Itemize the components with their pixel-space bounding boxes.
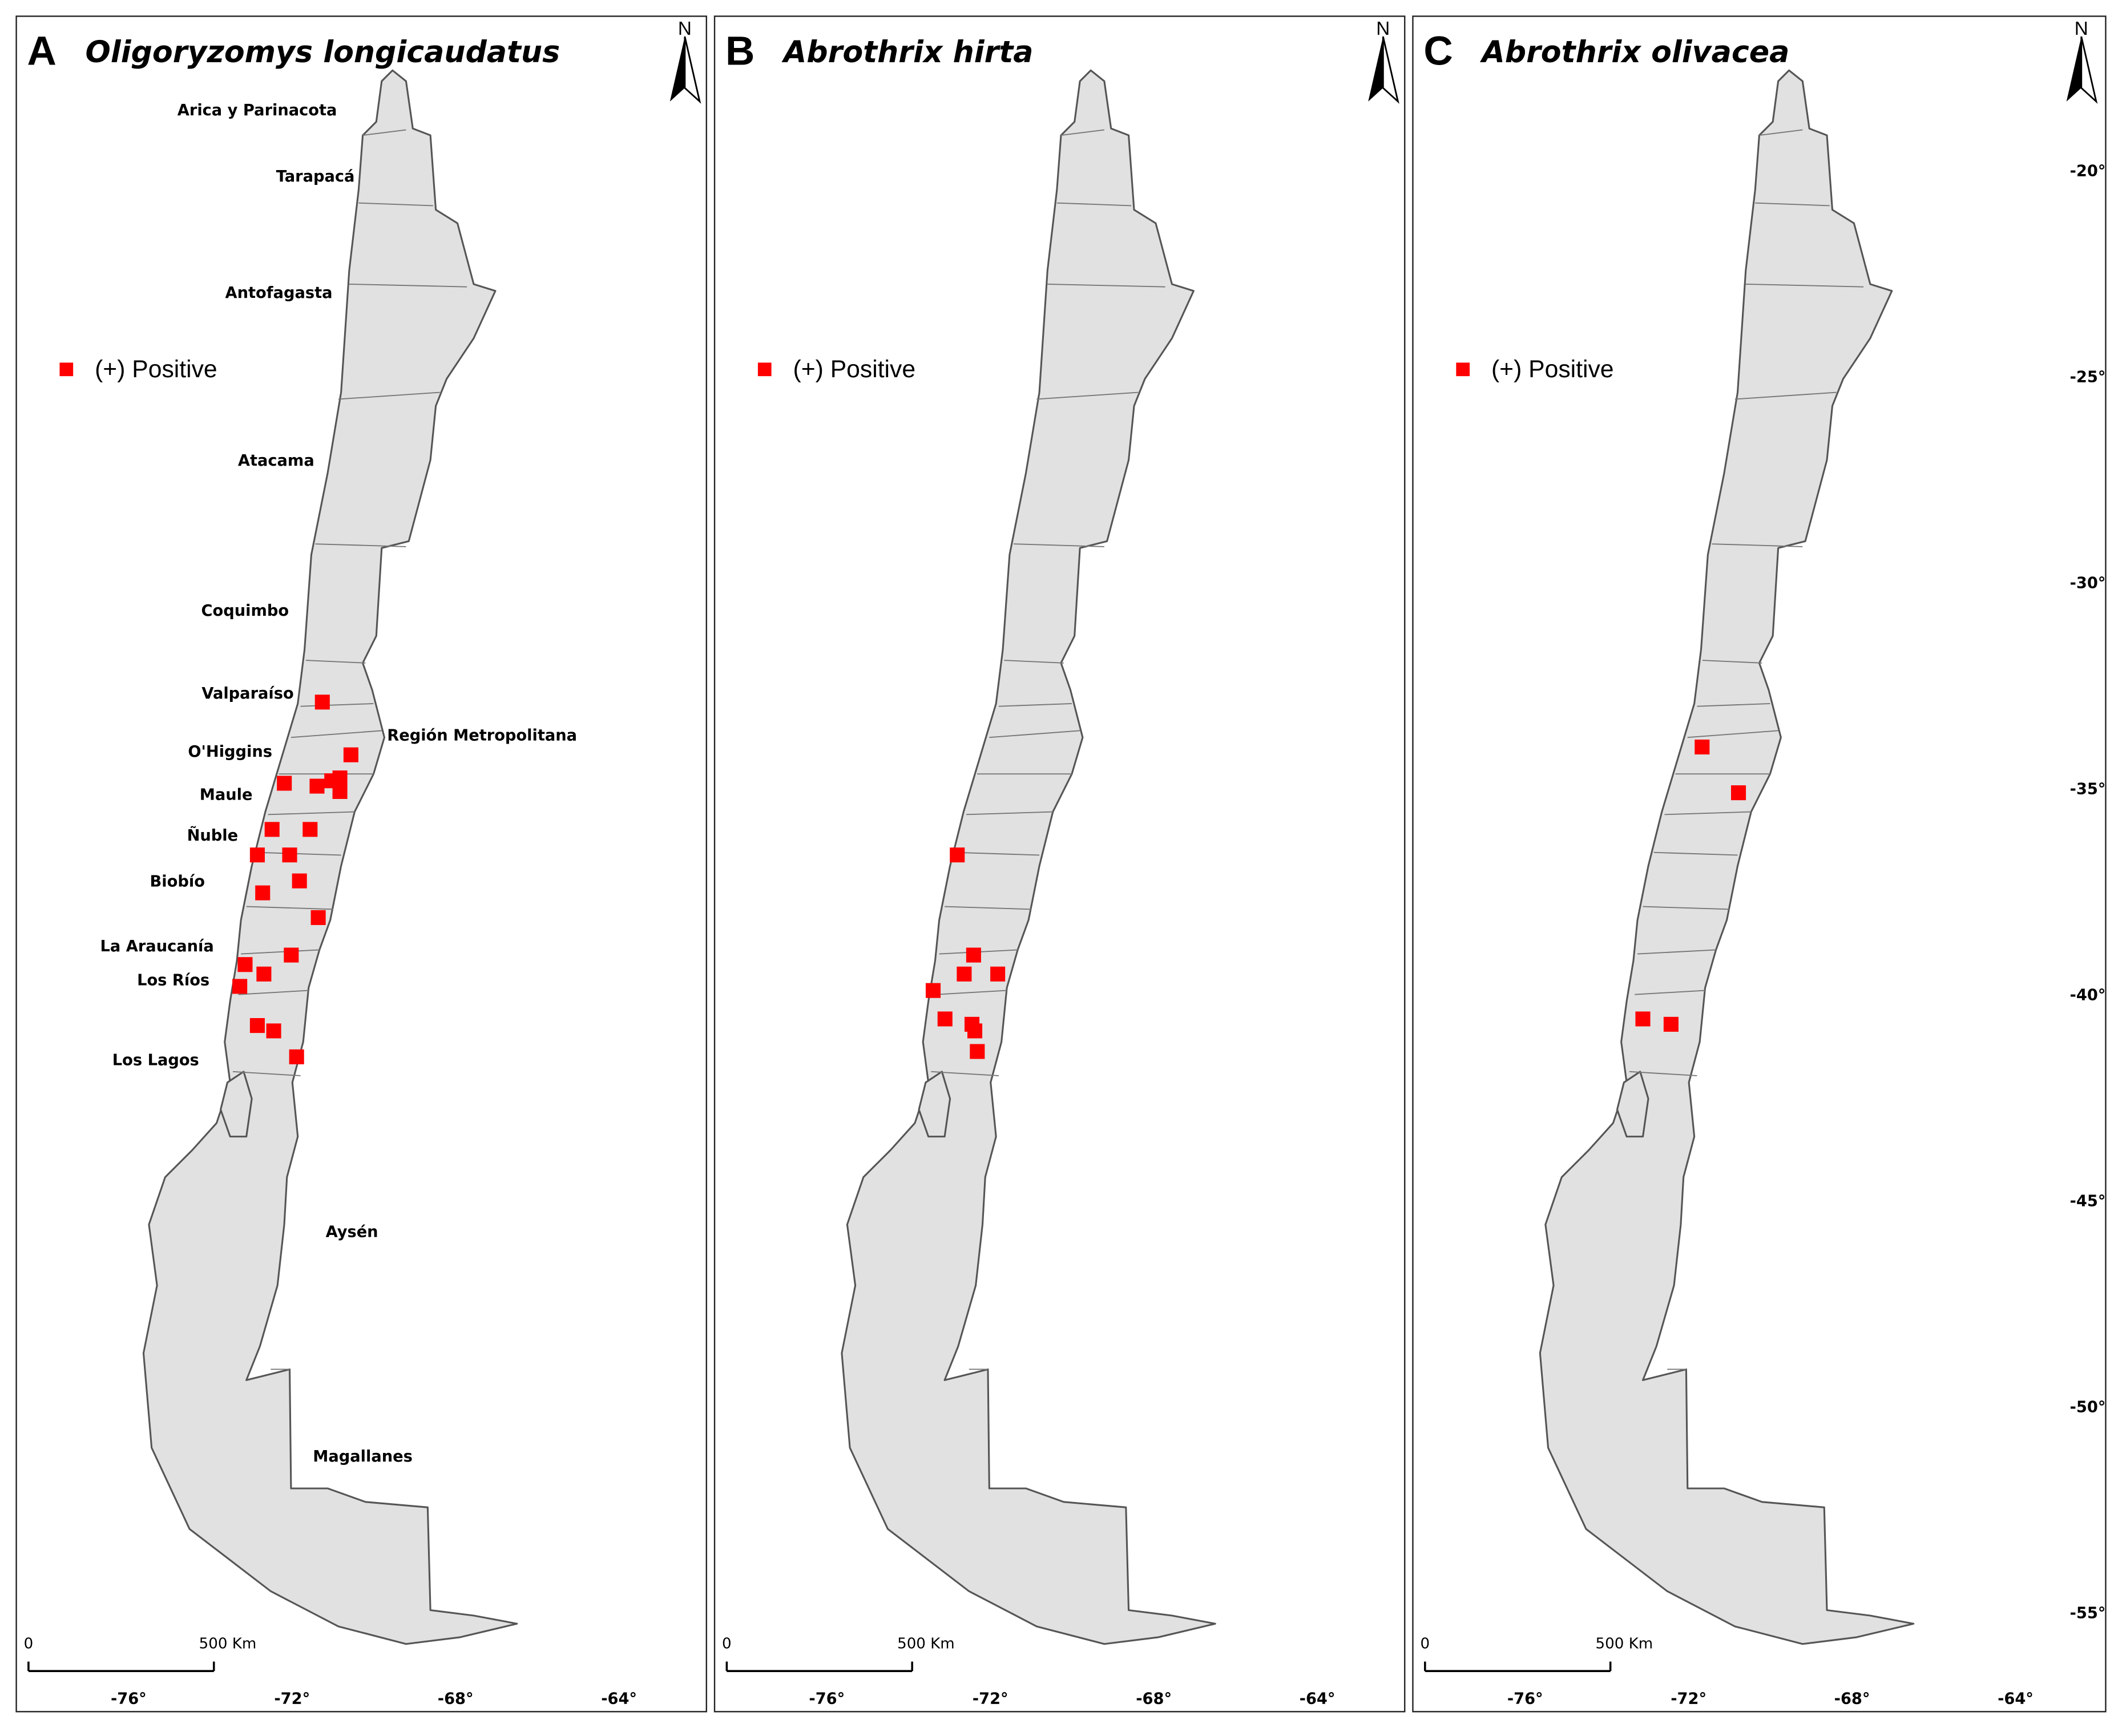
positive-site bbox=[256, 966, 272, 982]
north-label: N bbox=[1376, 18, 1390, 39]
positive-site bbox=[343, 747, 358, 762]
lon-tick-label: -68° bbox=[438, 1690, 474, 1707]
positive-site bbox=[309, 778, 325, 794]
lat-tick-label: -25° bbox=[2070, 369, 2106, 386]
region-label: Los Lagos bbox=[112, 1051, 199, 1069]
lat-tick-label: -50° bbox=[2070, 1399, 2106, 1416]
lon-tick-label: -72° bbox=[274, 1690, 310, 1707]
positive-site bbox=[937, 1011, 953, 1027]
region-label: Valparaíso bbox=[201, 685, 293, 703]
positive-site bbox=[332, 784, 348, 800]
legend-marker bbox=[59, 362, 74, 377]
region-label: Ñuble bbox=[187, 826, 239, 845]
lon-tick-label: -76° bbox=[1507, 1690, 1543, 1707]
lon-tick-label: -64° bbox=[1300, 1690, 1336, 1707]
region-label: Región Metropolitana bbox=[387, 726, 577, 744]
legend-label: (+) Positive bbox=[95, 356, 217, 383]
positive-site bbox=[967, 1023, 983, 1039]
scale-label: 0 bbox=[1421, 1635, 1430, 1652]
scale-label: 500 Km bbox=[199, 1635, 257, 1652]
region-label: Biobío bbox=[150, 873, 205, 890]
map-panel: A Oligoryzomys longicaudatus N (+) Positive… bbox=[15, 15, 707, 1713]
scale-label: 500 Km bbox=[1596, 1635, 1653, 1652]
legend-label: (+) Positive bbox=[793, 356, 916, 383]
positive-site bbox=[232, 979, 248, 994]
positive-site bbox=[925, 983, 941, 998]
lat-tick-label: -55° bbox=[2070, 1605, 2106, 1622]
positive-site bbox=[1635, 1011, 1651, 1027]
legend-marker bbox=[757, 362, 772, 377]
positive-site bbox=[332, 770, 348, 786]
positive-site bbox=[249, 847, 265, 863]
map-panel: C Abrothrix olivacea N (+) Positive 0 500 Km -… bbox=[1412, 15, 2107, 1713]
positive-site bbox=[292, 873, 307, 889]
region-label: Coquimbo bbox=[201, 602, 289, 620]
positive-site bbox=[284, 947, 299, 963]
positive-site bbox=[249, 1018, 265, 1033]
lat-tick-label: -20° bbox=[2070, 163, 2106, 180]
positive-site bbox=[970, 1044, 985, 1059]
positive-site bbox=[282, 847, 297, 863]
lon-tick-label: -72° bbox=[973, 1690, 1008, 1707]
north-label: N bbox=[678, 18, 692, 39]
positive-site bbox=[264, 822, 280, 837]
positive-site bbox=[266, 1023, 281, 1039]
positive-site bbox=[237, 957, 253, 972]
lon-tick-label: -64° bbox=[601, 1690, 637, 1707]
map-panel: B Abrothrix hirta N (+) Positive 0 500 Km -76°… bbox=[713, 15, 1406, 1713]
panel-letter: C bbox=[1423, 29, 1453, 74]
region-label: Aysén bbox=[326, 1223, 378, 1241]
species-title: Abrothrix hirta bbox=[781, 35, 1034, 70]
positive-site bbox=[289, 1049, 304, 1064]
panel-letter: A bbox=[27, 29, 57, 74]
species-title: Oligoryzomys longicaudatus bbox=[86, 35, 560, 70]
region-label: La Araucanía bbox=[100, 938, 214, 955]
positive-site bbox=[1730, 785, 1746, 801]
legend-label: (+) Positive bbox=[1491, 356, 1614, 383]
positive-site bbox=[302, 822, 318, 837]
region-label: Los Ríos bbox=[137, 971, 209, 989]
lat-tick-label: -35° bbox=[2070, 781, 2106, 798]
lat-tick-label: -30° bbox=[2070, 575, 2106, 592]
scale-label: 0 bbox=[24, 1635, 34, 1652]
scale-label: 500 Km bbox=[897, 1635, 955, 1652]
region-label: Antofagasta bbox=[225, 284, 333, 302]
region-label: O'Higgins bbox=[188, 743, 272, 761]
positive-site bbox=[990, 966, 1006, 982]
lon-tick-label: -76° bbox=[111, 1690, 147, 1707]
positive-site bbox=[966, 947, 981, 963]
lon-tick-label: -72° bbox=[1671, 1690, 1707, 1707]
panel-letter: B bbox=[725, 29, 755, 74]
region-label: Maule bbox=[200, 786, 253, 804]
lon-tick-label: -76° bbox=[809, 1690, 845, 1707]
region-label: Atacama bbox=[238, 452, 314, 470]
species-title: Abrothrix olivacea bbox=[1479, 35, 1789, 70]
region-label: Magallanes bbox=[313, 1448, 413, 1465]
region-label: Arica y Parinacota bbox=[177, 102, 337, 119]
region-label: Tarapacá bbox=[276, 168, 355, 185]
legend-marker bbox=[1456, 362, 1470, 377]
positive-site bbox=[950, 847, 965, 863]
positive-site bbox=[255, 885, 271, 901]
positive-site bbox=[1663, 1016, 1679, 1032]
positive-site bbox=[314, 695, 330, 710]
positive-site bbox=[310, 910, 326, 925]
scale-label: 0 bbox=[722, 1635, 732, 1652]
positive-site bbox=[277, 776, 292, 791]
lon-tick-label: -68° bbox=[1834, 1690, 1870, 1707]
lon-tick-label: -64° bbox=[1998, 1690, 2034, 1707]
positive-site bbox=[1695, 739, 1710, 755]
positive-site bbox=[957, 966, 972, 982]
lon-tick-label: -68° bbox=[1136, 1690, 1172, 1707]
lat-tick-label: -45° bbox=[2070, 1193, 2106, 1210]
lat-tick-label: -40° bbox=[2070, 987, 2106, 1004]
north-label: N bbox=[2075, 18, 2088, 39]
